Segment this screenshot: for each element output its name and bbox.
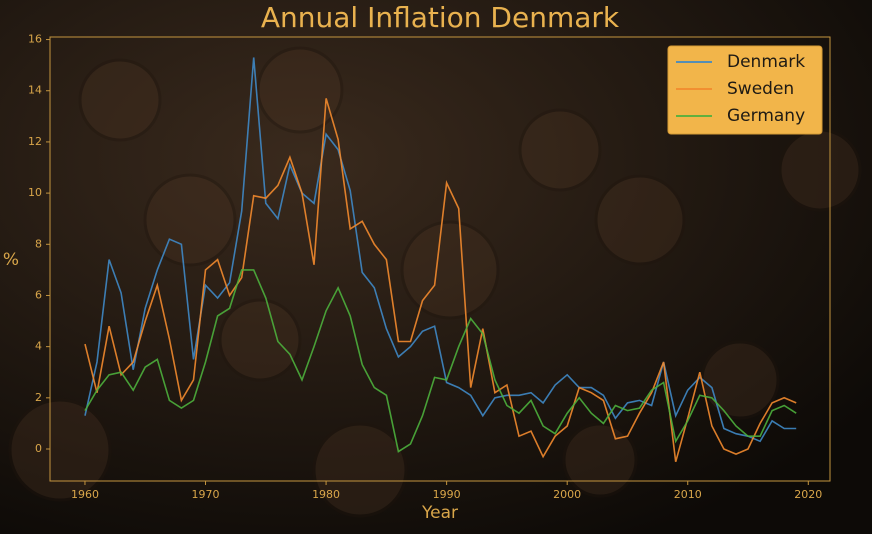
legend-label: Sweden — [727, 79, 794, 99]
y-tick-label: 6 — [35, 288, 42, 301]
y-tick-label: 10 — [28, 186, 42, 199]
legend-label: Denmark — [727, 52, 805, 72]
y-tick-label: 8 — [35, 237, 42, 250]
y-tick-label: 4 — [35, 340, 42, 353]
x-tick-label: 1960 — [71, 488, 99, 501]
y-tick-label: 12 — [28, 135, 42, 148]
series-line — [84, 269, 797, 453]
y-axis-label: % — [3, 250, 19, 270]
series-line — [84, 57, 797, 443]
x-tick-label: 2010 — [674, 488, 702, 501]
x-axis-label: Year — [421, 503, 458, 523]
y-tick-label: 16 — [28, 33, 42, 46]
x-tick-label: 2020 — [794, 488, 822, 501]
legend-label: Germany — [727, 106, 805, 126]
series-line — [84, 98, 797, 463]
y-tick-label: 2 — [35, 391, 42, 404]
x-tick-label: 1990 — [433, 488, 461, 501]
x-tick-label: 1980 — [312, 488, 340, 501]
legend: Denmark Sweden Germany — [667, 45, 823, 135]
chart-title: Annual Inflation Denmark — [261, 1, 620, 34]
y-tick-label: 14 — [28, 84, 42, 97]
legend-box — [667, 45, 823, 135]
plot-frame — [49, 36, 831, 482]
x-tick-label: 1970 — [192, 488, 220, 501]
y-tick-label: 0 — [35, 442, 42, 455]
x-tick-label: 2000 — [553, 488, 581, 501]
